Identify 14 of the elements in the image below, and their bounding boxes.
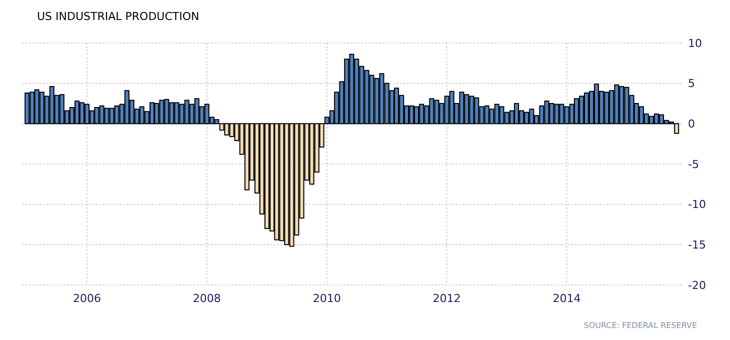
x-tick-label: 2006	[73, 292, 102, 305]
x-tick-label: 2010	[312, 292, 341, 305]
y-tick-label: 5	[688, 77, 695, 90]
x-tick-label: 2012	[432, 292, 461, 305]
y-tick-label: -15	[688, 238, 706, 252]
x-tick-label: 2014	[552, 292, 581, 305]
chart-title: US INDUSTRIAL PRODUCTION	[37, 10, 200, 23]
y-tick-label: 10	[688, 36, 702, 50]
y-tick-label: -10	[688, 198, 706, 212]
source-note: SOURCE: FEDERAL RESERVE	[584, 321, 697, 330]
y-tick-label: -20	[688, 278, 706, 292]
y-tick-label: 0	[688, 118, 695, 131]
y-tick-label: -5	[688, 158, 699, 171]
x-tick-label: 2008	[192, 292, 221, 305]
